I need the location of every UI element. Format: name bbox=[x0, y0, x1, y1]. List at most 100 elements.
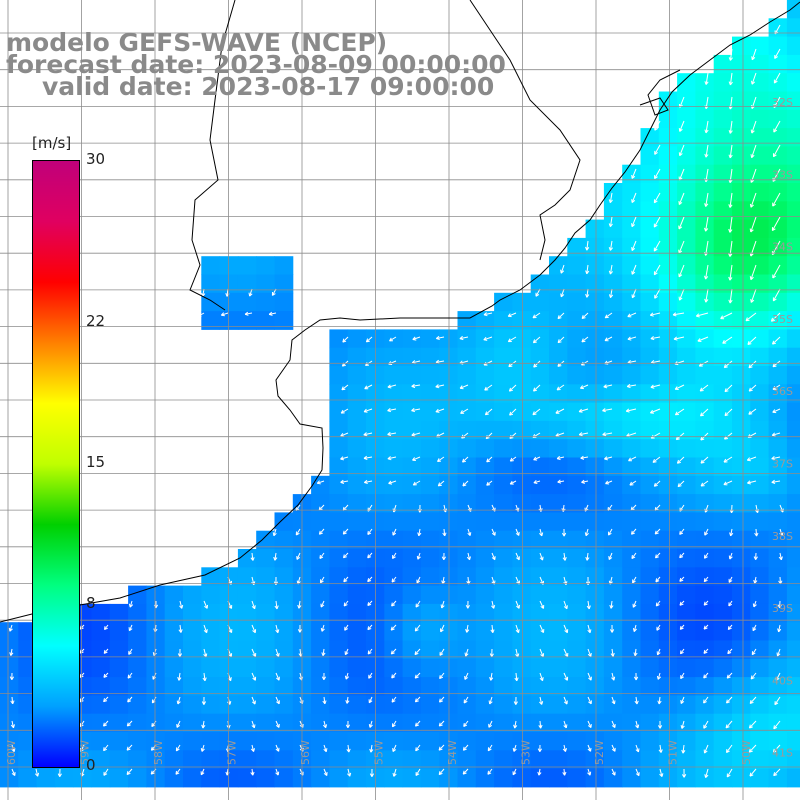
wind-arrow bbox=[103, 768, 109, 776]
wind-arrow-head bbox=[342, 338, 345, 343]
wind-cell bbox=[585, 530, 605, 550]
wind-cell bbox=[713, 603, 733, 623]
wind-cell bbox=[695, 494, 715, 513]
wind-arrow-head bbox=[703, 625, 706, 630]
wind-cell bbox=[475, 384, 495, 404]
wind-cell bbox=[0, 713, 19, 733]
wind-cell bbox=[549, 677, 568, 696]
wind-arrow bbox=[392, 528, 397, 536]
wind-cell bbox=[695, 347, 715, 367]
wind-arrow bbox=[393, 768, 397, 777]
wind-cell bbox=[457, 494, 477, 513]
wind-arrow bbox=[724, 432, 733, 440]
wind-arrow-head bbox=[203, 630, 208, 634]
wind-arrow bbox=[387, 432, 397, 435]
wind-cell bbox=[640, 603, 660, 623]
wind-cell bbox=[274, 750, 294, 770]
wind-cell bbox=[512, 585, 532, 605]
wind-arrow bbox=[412, 336, 421, 340]
wind-cell bbox=[219, 768, 239, 788]
wind-arrow-head bbox=[440, 604, 443, 609]
wind-arrow bbox=[700, 456, 709, 464]
wind-arrow-head bbox=[275, 772, 279, 776]
wind-arrow-head bbox=[539, 701, 543, 705]
wind-cell bbox=[567, 347, 587, 367]
wind-arrow bbox=[347, 768, 351, 777]
wind-arrow-head bbox=[297, 604, 300, 609]
wind-cell bbox=[549, 732, 568, 751]
wind-arrow-head bbox=[588, 677, 592, 681]
wind-cell bbox=[768, 109, 788, 129]
wind-arrow-head bbox=[201, 701, 205, 705]
wind-arrow-head bbox=[655, 554, 657, 559]
wind-cell bbox=[732, 567, 751, 587]
wind-arrow-head bbox=[565, 748, 567, 752]
wind-arrow-head bbox=[650, 386, 655, 389]
wind-arrow bbox=[772, 336, 781, 345]
wind-arrow bbox=[771, 216, 781, 231]
wind-cell bbox=[402, 640, 422, 660]
wind-arrow bbox=[748, 384, 757, 392]
wind-cell bbox=[384, 457, 404, 477]
wind-arrow-head bbox=[680, 724, 683, 729]
wind-cell bbox=[585, 658, 605, 678]
wind-arrow-head bbox=[345, 700, 348, 704]
wind-arrow-head bbox=[414, 674, 417, 679]
wind-cell bbox=[329, 439, 349, 458]
wind-arrow-head bbox=[438, 722, 441, 727]
wind-cell bbox=[786, 54, 800, 74]
wind-cell bbox=[750, 366, 770, 385]
wind-cell bbox=[750, 439, 770, 458]
wind-arrow bbox=[412, 456, 421, 461]
wind-arrow-head bbox=[674, 386, 678, 390]
wind-cell bbox=[768, 494, 788, 513]
wind-arrow-head bbox=[318, 506, 321, 511]
wind-cell bbox=[750, 640, 770, 660]
wind-arrow bbox=[340, 456, 349, 460]
wind-cell bbox=[750, 475, 770, 495]
wind-cell bbox=[384, 713, 404, 733]
wind-arrow-head bbox=[250, 772, 254, 776]
wind-arrow bbox=[745, 312, 757, 322]
wind-cell bbox=[512, 420, 532, 440]
wind-cell bbox=[274, 640, 294, 660]
wind-arrow-head bbox=[700, 412, 703, 417]
wind-arrow-head bbox=[441, 556, 445, 561]
wind-cell bbox=[329, 329, 349, 349]
wind-cell bbox=[658, 256, 678, 275]
wind-cell bbox=[732, 622, 751, 641]
wind-arrow-head bbox=[152, 652, 155, 656]
wind-arrow-head bbox=[587, 725, 592, 728]
wind-arrow-head bbox=[391, 602, 393, 607]
wind-cell bbox=[603, 677, 623, 696]
wind-arrow bbox=[610, 288, 613, 298]
wind-arrow-head bbox=[681, 749, 684, 754]
wind-arrow bbox=[295, 504, 301, 511]
wind-cell bbox=[109, 658, 129, 678]
wind-cell bbox=[256, 658, 275, 678]
wind-cell bbox=[384, 366, 404, 385]
wind-arrow bbox=[705, 216, 709, 232]
wind-cell bbox=[658, 311, 678, 330]
lat-label-39S: 39S bbox=[772, 602, 793, 615]
wind-cell bbox=[750, 292, 770, 312]
wind-arrow-head bbox=[251, 725, 255, 729]
wind-cell bbox=[567, 603, 587, 623]
wind-arrow-head bbox=[563, 725, 567, 729]
wind-cell bbox=[640, 237, 660, 257]
wind-arrow bbox=[678, 216, 685, 230]
wind-cell bbox=[402, 658, 422, 678]
wind-arrow bbox=[368, 696, 373, 704]
wind-cell bbox=[658, 658, 678, 678]
wind-cell bbox=[732, 256, 751, 275]
wind-cell bbox=[549, 530, 568, 550]
wind-cell bbox=[768, 73, 788, 92]
wind-arrow-head bbox=[745, 317, 748, 321]
wind-arrow bbox=[491, 576, 495, 585]
wind-arrow bbox=[323, 696, 326, 704]
wind-arrow bbox=[347, 744, 350, 753]
wind-cell bbox=[732, 183, 751, 202]
wind-arrow bbox=[318, 384, 325, 391]
wind-arrow-head bbox=[772, 386, 776, 390]
wind-cell bbox=[549, 475, 568, 495]
